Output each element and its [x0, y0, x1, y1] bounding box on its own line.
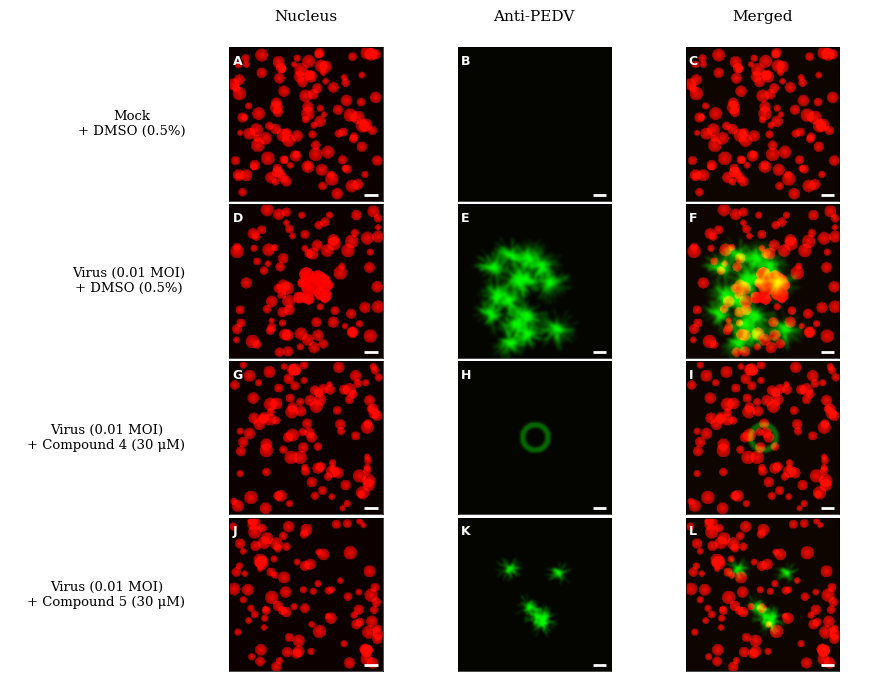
- Text: D: D: [232, 212, 243, 225]
- Text: Nucleus: Nucleus: [275, 9, 337, 24]
- Text: G: G: [232, 369, 243, 382]
- Text: I: I: [689, 369, 693, 382]
- Text: C: C: [689, 55, 698, 68]
- Text: Mock
+ DMSO (0.5%): Mock + DMSO (0.5%): [78, 110, 185, 138]
- Text: Virus (0.01 MOI)
+ Compound 5 (30 μM): Virus (0.01 MOI) + Compound 5 (30 μM): [27, 580, 185, 609]
- Text: A: A: [232, 55, 242, 68]
- Text: Virus (0.01 MOI)
+ DMSO (0.5%): Virus (0.01 MOI) + DMSO (0.5%): [72, 267, 185, 295]
- Text: F: F: [689, 212, 698, 225]
- Text: E: E: [461, 212, 469, 225]
- Text: L: L: [689, 525, 697, 538]
- Text: K: K: [461, 525, 471, 538]
- Text: J: J: [232, 525, 238, 538]
- Text: H: H: [461, 369, 471, 382]
- Text: Merged: Merged: [732, 9, 793, 24]
- Text: B: B: [461, 55, 470, 68]
- Text: Anti-PEDV: Anti-PEDV: [494, 9, 575, 24]
- Text: Virus (0.01 MOI)
+ Compound 4 (30 μM): Virus (0.01 MOI) + Compound 4 (30 μM): [27, 424, 185, 452]
